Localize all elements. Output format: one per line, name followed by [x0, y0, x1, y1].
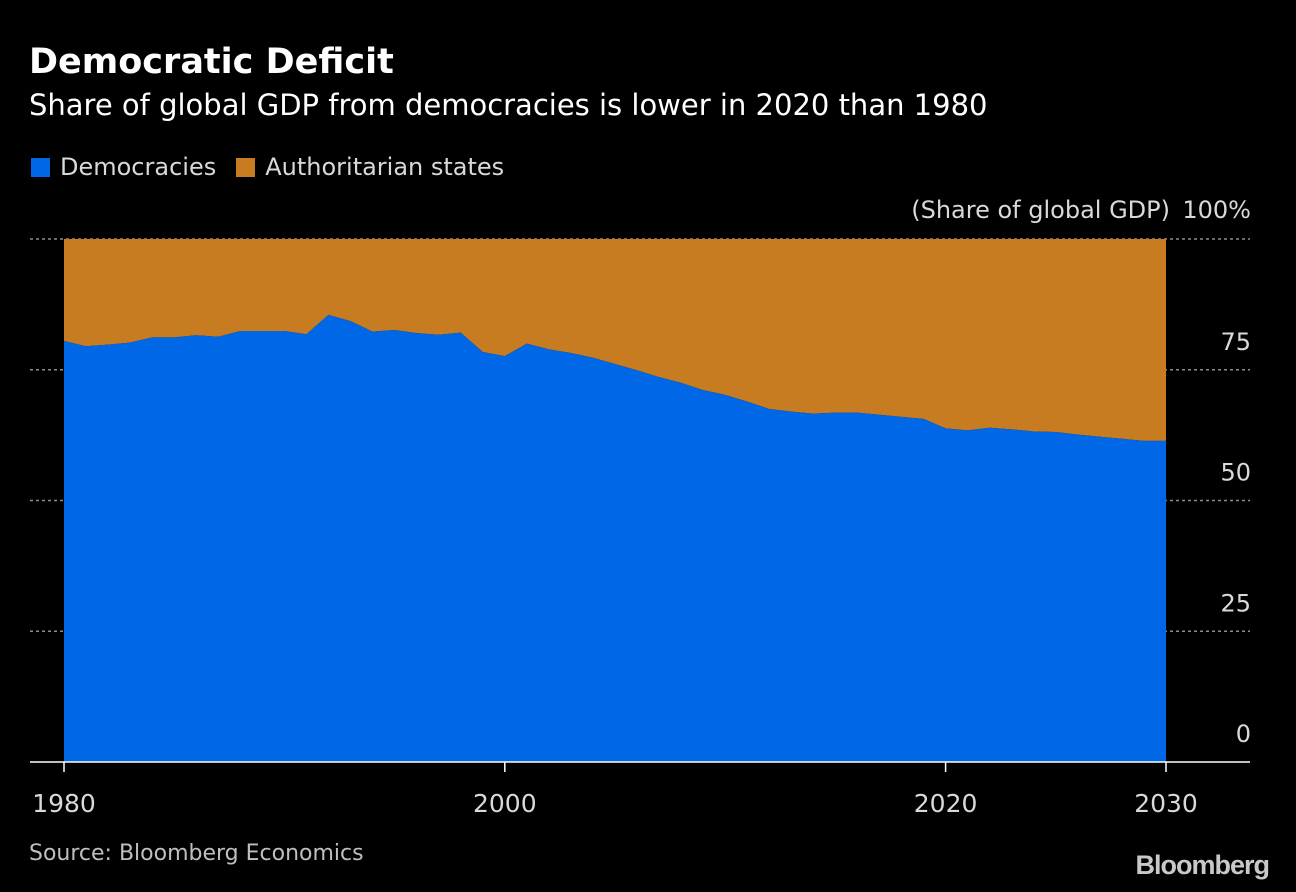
- y-tick-label-75: 75: [1220, 328, 1251, 356]
- chart-subtitle: Share of global GDP from democracies is …: [29, 88, 988, 122]
- area-democracies: [64, 314, 1166, 762]
- chart-title: Democratic Deficit: [29, 42, 394, 82]
- y-tick-label-25: 25: [1220, 589, 1251, 617]
- area-layer: [64, 239, 1166, 762]
- x-axis: [30, 761, 1250, 772]
- x-tick-labels: 1980 2000 2020 2030: [32, 789, 1198, 818]
- legend-label-democracies: Democracies: [60, 153, 217, 181]
- x-tick-label-2030: 2030: [1134, 789, 1198, 818]
- legend-label-authoritarian: Authoritarian states: [265, 153, 505, 181]
- x-tick-label-1980: 1980: [32, 789, 96, 818]
- y-tick-label-100: 100%: [1182, 196, 1251, 224]
- legend-swatch-democracies: [31, 157, 50, 177]
- legend-item-authoritarian: Authoritarian states: [236, 150, 504, 184]
- bloomberg-logo: Bloomberg: [1135, 850, 1270, 880]
- legend: Democracies Authoritarian states: [31, 150, 524, 184]
- y-tick-label-0: 0: [1236, 720, 1251, 748]
- y-tick-labels: 0 25 50 75 100%: [1182, 196, 1251, 748]
- x-tick-label-2020: 2020: [914, 789, 978, 818]
- y-tick-label-50: 50: [1220, 459, 1251, 487]
- legend-item-democracies: Democracies: [31, 150, 216, 184]
- legend-swatch-authoritarian: [236, 157, 256, 177]
- area-authoritarian-states: [64, 239, 1166, 441]
- x-tick-label-2000: 2000: [473, 789, 537, 818]
- source-note: Source: Bloomberg Economics: [29, 841, 364, 866]
- y-axis-label: (Share of global GDP): [911, 196, 1170, 224]
